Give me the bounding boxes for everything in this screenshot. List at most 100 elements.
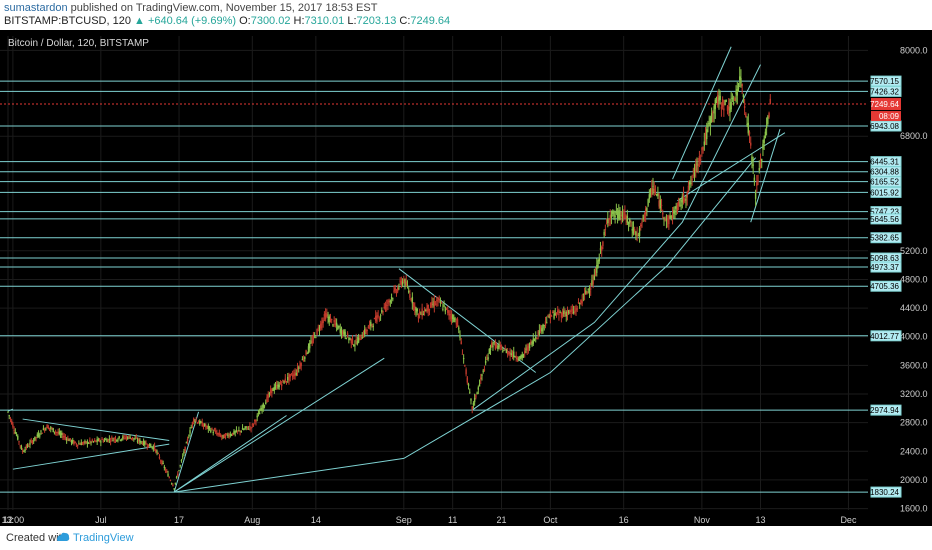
candle-body (271, 388, 273, 394)
candle-body (674, 213, 676, 215)
candle-body (96, 439, 98, 442)
candle-body (178, 470, 180, 472)
candle-body (387, 300, 389, 304)
candle-body (588, 291, 591, 293)
candle-body (488, 348, 491, 354)
candle-body (140, 441, 142, 443)
candle-body (575, 308, 577, 311)
publish-date-text: published on TradingView.com, November 1… (70, 2, 378, 14)
price-tick-label: 4000.0 (900, 332, 928, 342)
price-tick-label: 8000.0 (900, 45, 928, 55)
candle-body (504, 348, 506, 350)
candle-body (343, 330, 345, 335)
candle-body (218, 432, 221, 436)
candle-body (340, 328, 343, 335)
candle-body (747, 122, 749, 134)
author-link[interactable]: sumastardon (4, 2, 68, 14)
candle-body (150, 445, 152, 448)
candle-body (589, 288, 592, 290)
candle-body (449, 313, 451, 316)
candle-body (762, 143, 764, 150)
candle-body (211, 428, 213, 430)
candle-body (293, 373, 295, 376)
candle-body (159, 460, 162, 462)
candle-body (43, 428, 46, 431)
candle-body (554, 313, 556, 316)
candle-body (581, 300, 583, 304)
candle-body (425, 310, 427, 312)
candle-body (89, 440, 91, 442)
candle-body (658, 200, 660, 207)
candle-body (214, 430, 217, 433)
candle-body (316, 329, 318, 335)
candle-body (696, 162, 698, 165)
price-chart[interactable]: 1600.0 2000.0 2400.0 2800.0 3200.0 3600.0 4000… (0, 30, 932, 526)
candle-body (720, 107, 723, 109)
candle-body (128, 435, 130, 437)
candle-body (597, 260, 599, 268)
candle-body (309, 343, 311, 349)
price-tick-label: 4800.0 (900, 274, 928, 284)
candle-body (475, 394, 477, 398)
candle-body (20, 446, 23, 450)
candle-body (593, 275, 596, 280)
candle-body (74, 441, 76, 444)
candle-body (167, 473, 169, 477)
candle-body (279, 381, 282, 385)
candle-body (162, 463, 164, 465)
candle-body (228, 435, 230, 437)
trendline (672, 46, 732, 180)
candle-body (73, 441, 75, 445)
candle-body (568, 310, 570, 314)
candle-body (563, 310, 565, 314)
time-tick-label: 17 (174, 515, 184, 525)
candle-body (465, 369, 467, 375)
candle-body (129, 437, 131, 439)
price-tick-label: 2800.0 (900, 418, 928, 428)
candle-body (87, 443, 90, 445)
candle-body (423, 309, 426, 313)
candle-body (525, 348, 527, 350)
candle-body (324, 312, 327, 319)
candle-body (315, 337, 317, 339)
candle-body (701, 148, 703, 150)
candle-body (466, 377, 469, 383)
candle-body (240, 430, 243, 432)
candle-body (686, 192, 688, 198)
candle-body (745, 113, 747, 118)
candle-body (32, 440, 35, 442)
candle-body (362, 333, 365, 337)
candle-body (527, 345, 530, 351)
candle-body (514, 356, 516, 358)
candle-body (437, 297, 439, 302)
tradingview-link[interactable]: TradingView (73, 532, 134, 544)
candle-body (356, 341, 359, 345)
candle-body (280, 383, 283, 387)
candle-body (349, 337, 351, 339)
candle-body (631, 229, 633, 231)
candle-body (537, 331, 539, 336)
candle-body (741, 84, 743, 87)
time-tick-label: 12 (3, 515, 13, 525)
candle-body (754, 192, 757, 199)
candle-body (566, 312, 569, 316)
candle-body (558, 313, 560, 316)
candle-body (698, 156, 701, 161)
candle-body (329, 318, 332, 323)
candle-body (184, 446, 186, 451)
candle-body (498, 344, 500, 348)
candle-body (385, 304, 388, 306)
candle-body (516, 358, 519, 360)
candle-body (262, 403, 265, 408)
candle-body (67, 438, 69, 441)
candle-body (443, 305, 445, 307)
candle-body (491, 342, 493, 347)
last-price-tag (871, 98, 901, 111)
chart-area[interactable]: 1600.0 2000.0 2400.0 2800.0 3200.0 3600.0 4000… (0, 30, 932, 526)
candle-body (467, 384, 470, 386)
candle-body (179, 465, 181, 467)
candle-body (580, 300, 582, 303)
candle-body (522, 354, 525, 356)
candle-body (757, 180, 759, 182)
candle-body (40, 430, 42, 432)
